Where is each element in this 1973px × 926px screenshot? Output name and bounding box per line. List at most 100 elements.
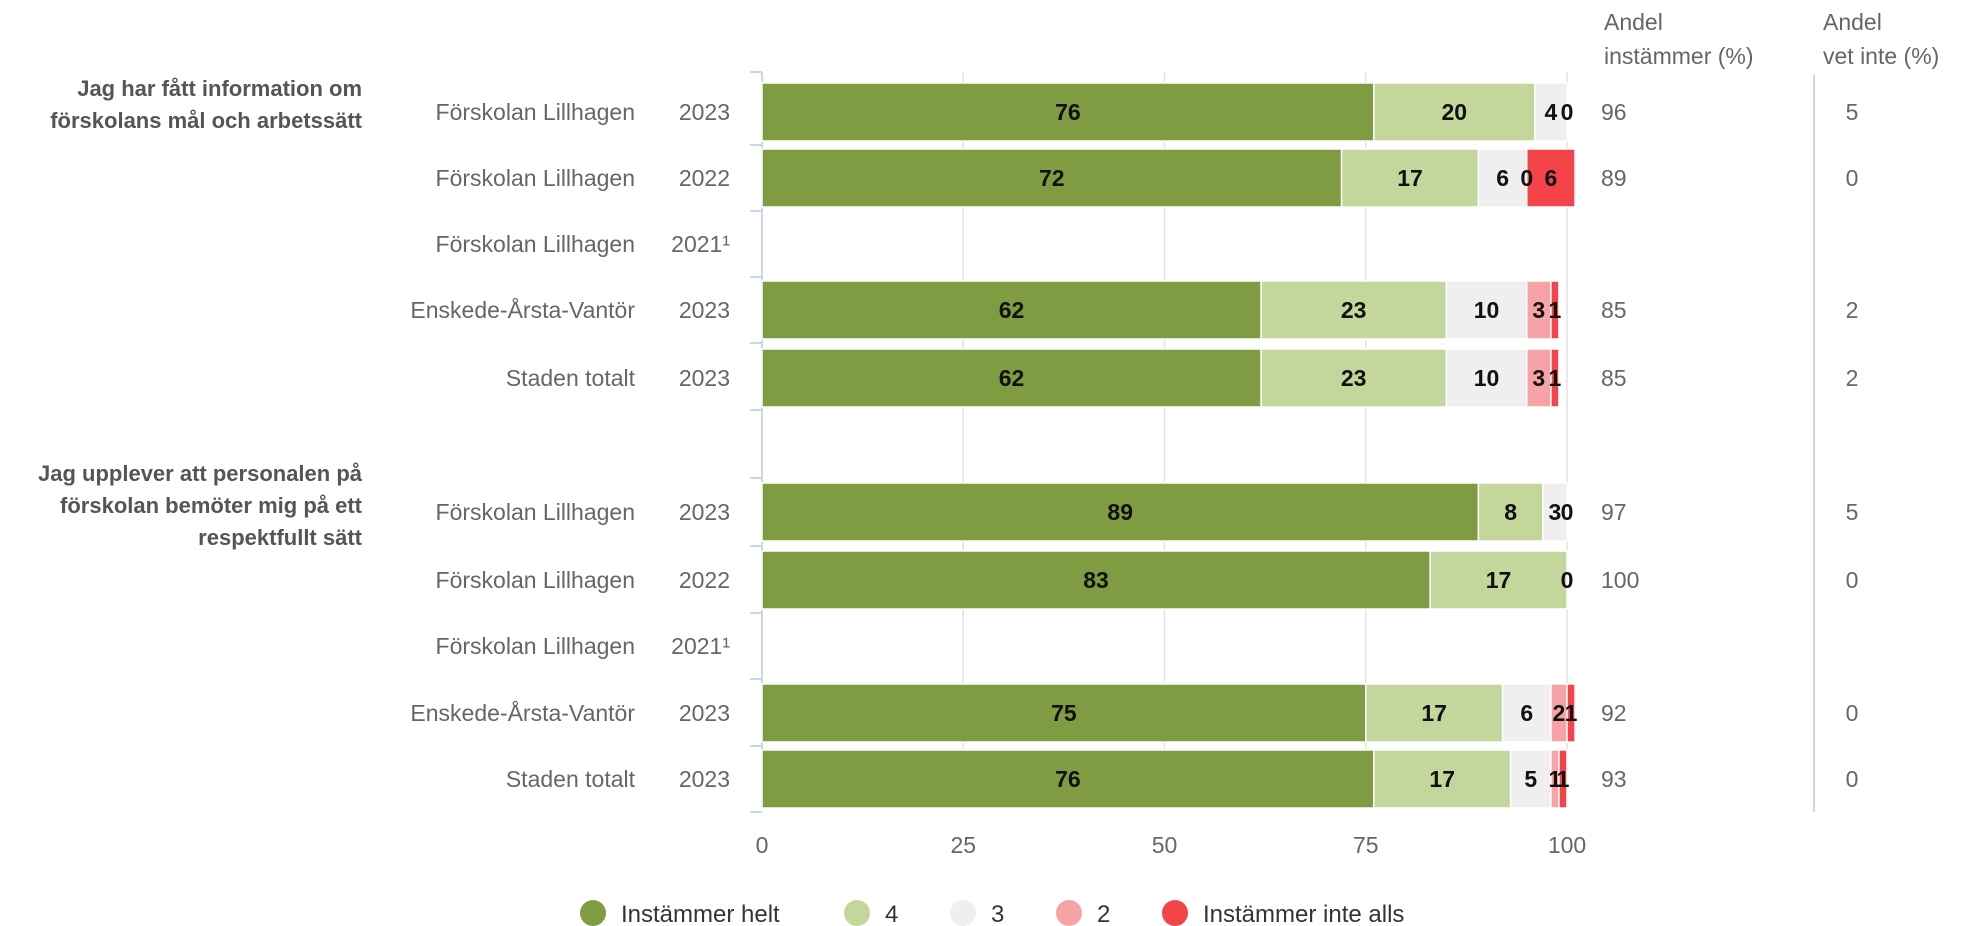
- agree-header-line1: Andel: [1604, 9, 1663, 35]
- question-label: förskolans mål och arbetssätt: [50, 108, 362, 133]
- bar-segment: [761, 749, 1375, 809]
- bar-segment: [1501, 683, 1552, 743]
- row-unit-label: Förskolan Lillhagen: [436, 633, 635, 659]
- bar-segment: [761, 82, 1375, 142]
- data-label: 3: [1549, 499, 1562, 525]
- data-label: 17: [1397, 165, 1423, 191]
- data-label: 23: [1341, 365, 1367, 391]
- bar-segment: [1365, 683, 1504, 743]
- bar-segment: [761, 550, 1431, 610]
- bar-segment: [1566, 683, 1576, 743]
- legend-label: 3: [991, 901, 1004, 926]
- data-label: 0: [1561, 99, 1574, 125]
- bar-segment: [1340, 148, 1480, 208]
- row-unit-label: Staden totalt: [506, 365, 636, 391]
- data-label: 89: [1107, 499, 1133, 525]
- bar-segment: [1373, 82, 1536, 142]
- data-label: 76: [1055, 99, 1081, 125]
- bar-segment: [761, 683, 1367, 743]
- bar-segment: [1509, 749, 1552, 809]
- bar-segment: [1373, 749, 1512, 809]
- row-unit-label: Förskolan Lillhagen: [436, 499, 635, 525]
- bar-segment: [1445, 280, 1528, 340]
- data-label: 3: [1532, 297, 1545, 323]
- data-label: 6: [1545, 165, 1558, 191]
- row-year-label: 2022: [679, 165, 730, 191]
- labels: Andel instämmer (%) Andel vet inte (%) Jag h…: [38, 9, 1939, 858]
- row-year-label: 2023: [679, 700, 730, 726]
- bar-segment: [1526, 148, 1576, 208]
- data-label: 10: [1474, 365, 1500, 391]
- bar-segment: [1534, 82, 1568, 142]
- bar-segment: [1550, 280, 1560, 340]
- legend-label: 2: [1097, 901, 1110, 926]
- legend-marker: [580, 900, 606, 926]
- data-label: 62: [999, 365, 1025, 391]
- legend-marker: [950, 900, 976, 926]
- agree-share-value: 85: [1601, 297, 1627, 323]
- agree-share-value: 100: [1601, 567, 1639, 593]
- x-tick-label: 100: [1548, 832, 1586, 858]
- data-label: 76: [1055, 766, 1081, 792]
- data-label: 1: [1549, 297, 1562, 323]
- bar-segment: [1526, 348, 1552, 408]
- x-tick-label: 75: [1353, 832, 1379, 858]
- data-label: 72: [1039, 165, 1065, 191]
- row-year-label: 2022: [679, 567, 730, 593]
- question-label: Jag har fått information om: [77, 76, 362, 101]
- bar-segment: [1445, 348, 1528, 408]
- dontknow-share-value: 5: [1846, 499, 1859, 525]
- agree-share-value: 96: [1601, 99, 1627, 125]
- bar-segment: [1542, 482, 1568, 542]
- data-label: 0: [1561, 567, 1574, 593]
- bar-segment: [1260, 280, 1447, 340]
- row-year-label: 2023: [679, 766, 730, 792]
- data-label: 75: [1051, 700, 1077, 726]
- data-label: 0: [1561, 499, 1574, 525]
- x-tick-label: 0: [756, 832, 769, 858]
- legend-marker: [1056, 900, 1082, 926]
- legend-marker: [1162, 900, 1188, 926]
- question-label: förskolan bemöter mig på ett: [60, 493, 363, 518]
- data-label: 1: [1565, 700, 1578, 726]
- data-label: 8: [1504, 499, 1517, 525]
- data-label: 23: [1341, 297, 1367, 323]
- row-year-label: 2021¹: [671, 231, 730, 257]
- data-label: 0: [1520, 165, 1533, 191]
- data-label: 1: [1549, 365, 1562, 391]
- x-tick-label: 25: [950, 832, 976, 858]
- row-year-label: 2021¹: [671, 633, 730, 659]
- agree-share-value: 93: [1601, 766, 1627, 792]
- dontknow-share-value: 2: [1846, 297, 1859, 323]
- bar-segment: [1477, 482, 1544, 542]
- bars: [761, 82, 1576, 809]
- dontknow-share-value: 0: [1846, 700, 1859, 726]
- bar-segment: [1526, 280, 1552, 340]
- agree-header-line2: instämmer (%): [1604, 43, 1754, 69]
- data-label: 62: [999, 297, 1025, 323]
- agree-share-value: 97: [1601, 499, 1627, 525]
- dontknow-share-value: 2: [1846, 365, 1859, 391]
- data-label: 3: [1532, 365, 1545, 391]
- bar-segment: [761, 148, 1343, 208]
- data-label: 17: [1486, 567, 1512, 593]
- data-label: 1: [1549, 766, 1562, 792]
- bar-segment: [1477, 148, 1528, 208]
- dontknow-share-value: 5: [1846, 99, 1859, 125]
- row-unit-label: Förskolan Lillhagen: [436, 231, 635, 257]
- data-label: 17: [1429, 766, 1455, 792]
- dontknow-share-value: 0: [1846, 567, 1859, 593]
- agree-share-value: 89: [1601, 165, 1627, 191]
- data-label: 5: [1524, 766, 1537, 792]
- data-label: 83: [1083, 567, 1109, 593]
- bar-segment: [761, 280, 1262, 340]
- legend-marker: [844, 900, 870, 926]
- legend: Instämmer helt 4 3 2 Instämmer inte alls: [580, 900, 1404, 926]
- data-label: 1: [1557, 766, 1570, 792]
- data-label: 2: [1553, 700, 1566, 726]
- bar-segment: [1260, 348, 1447, 408]
- bar-segment: [1429, 550, 1568, 610]
- bar-segment: [761, 348, 1262, 408]
- row-year-label: 2023: [679, 365, 730, 391]
